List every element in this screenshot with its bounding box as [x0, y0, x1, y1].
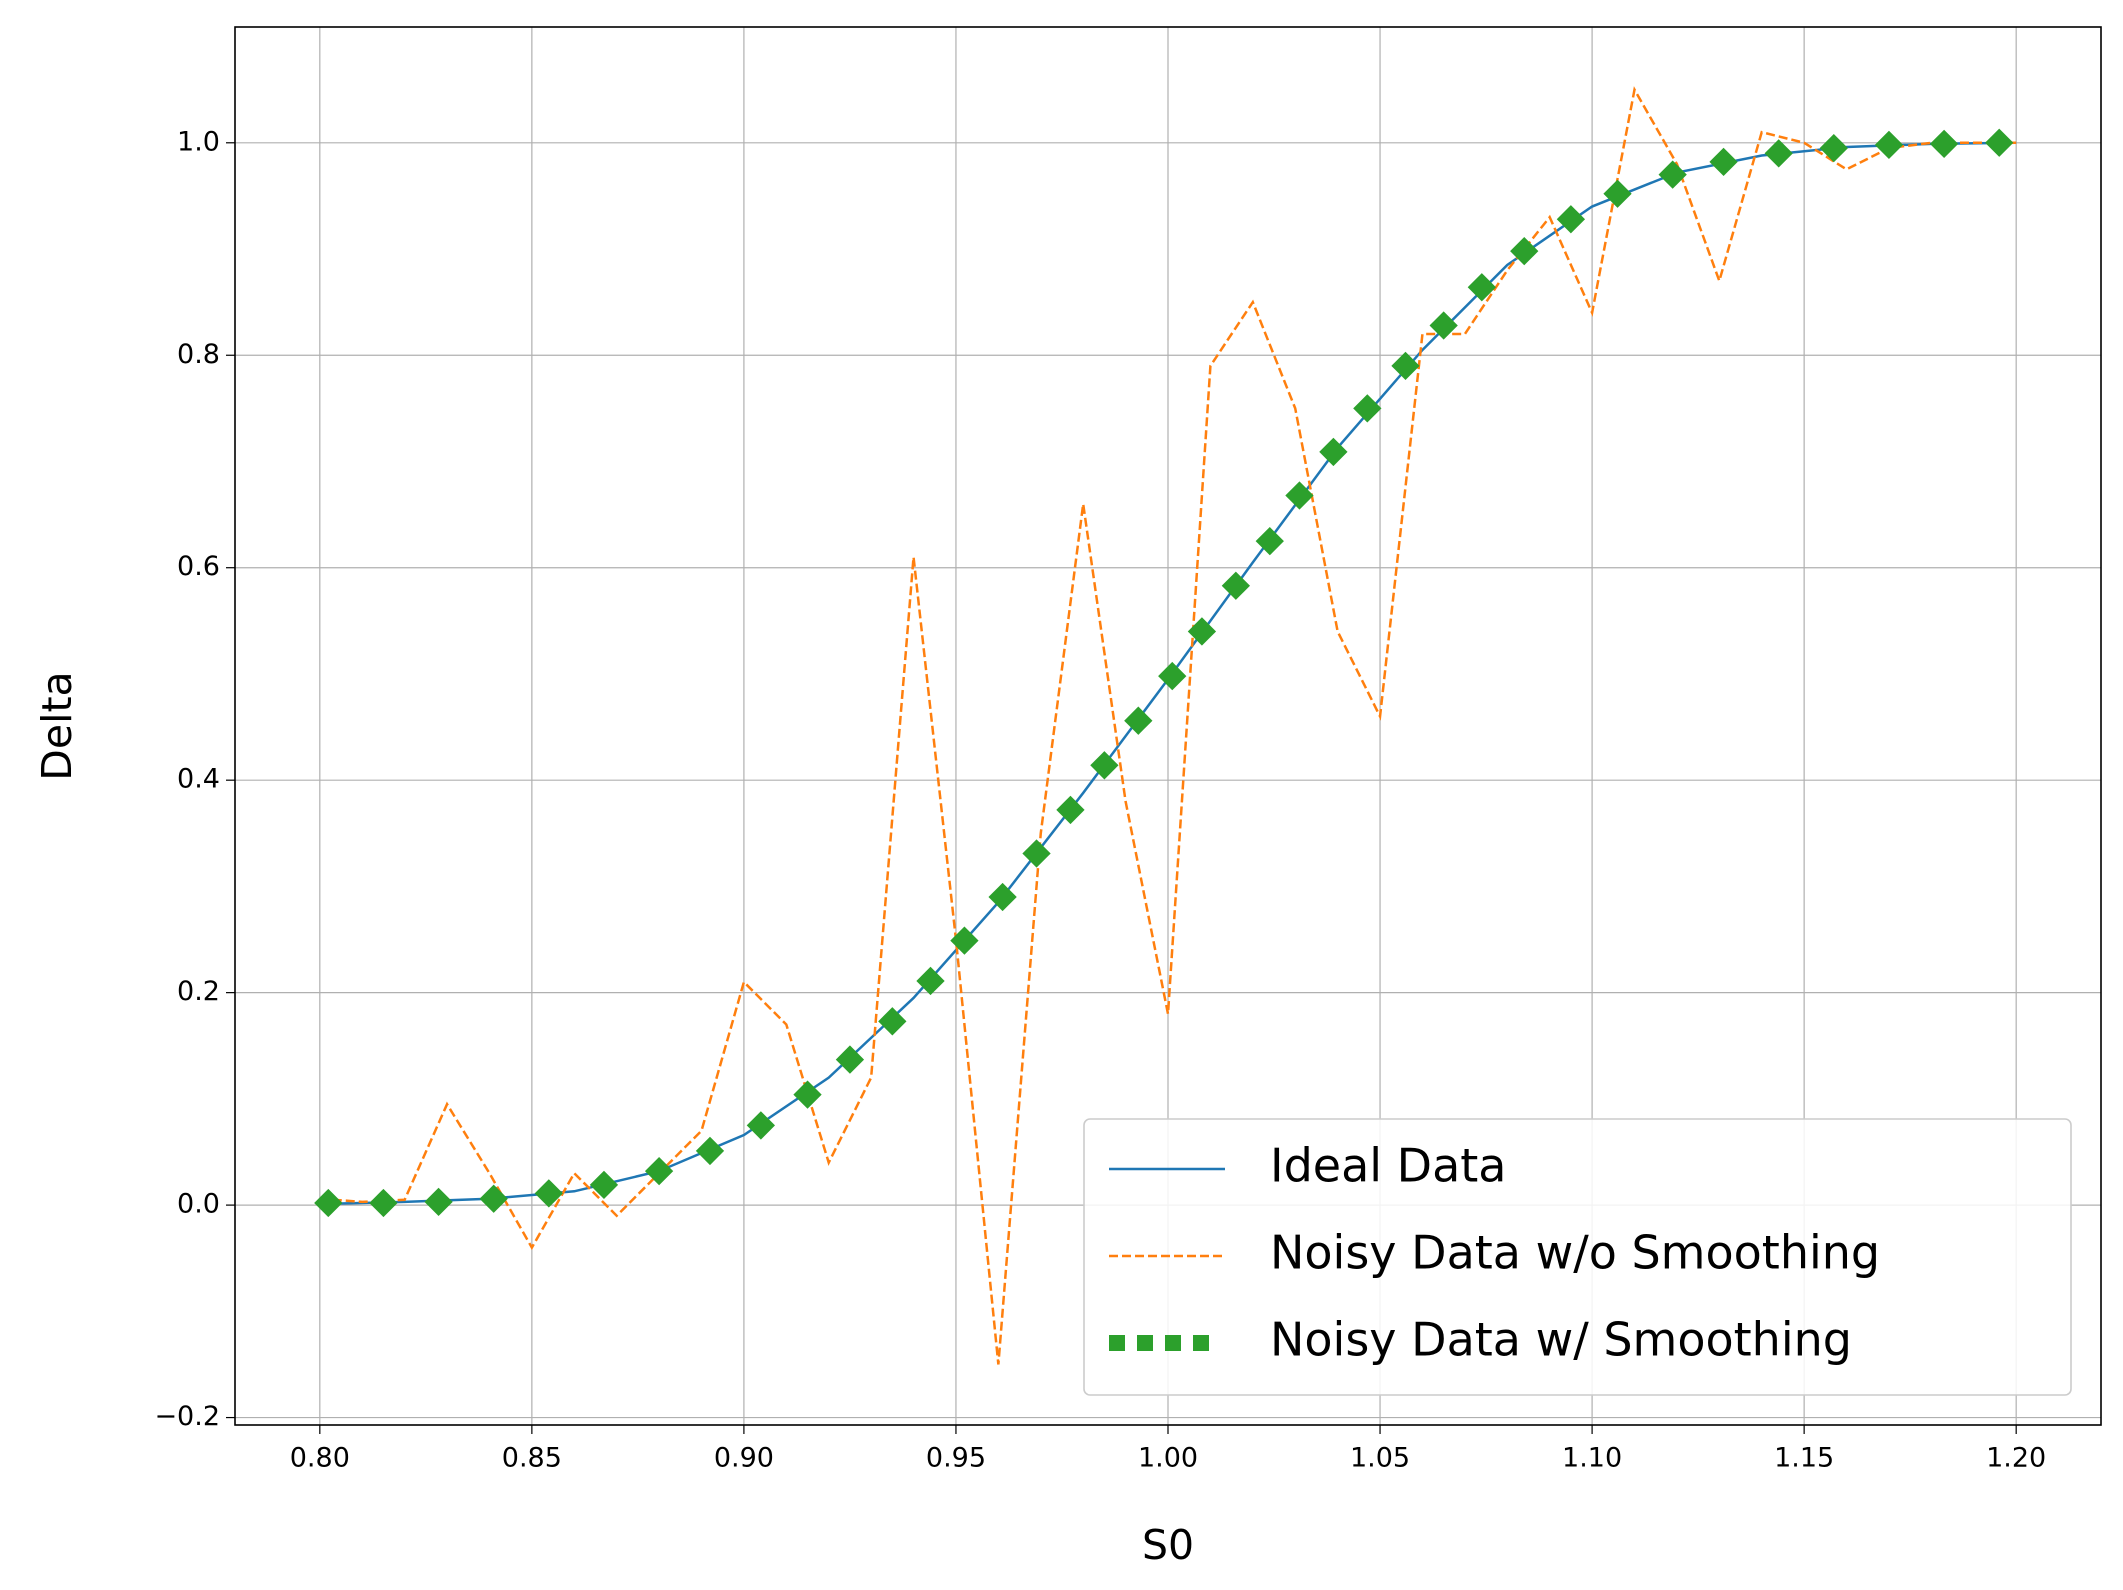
marker [479, 1184, 508, 1213]
legend-label: Noisy Data w/ Smoothing [1270, 1313, 1852, 1367]
marker [835, 1045, 865, 1074]
y-tick-label: 0.8 [177, 339, 220, 370]
legend-swatch [1193, 1335, 1209, 1351]
x-axis-label: S0 [1142, 1521, 1194, 1569]
marker [314, 1188, 343, 1218]
marker [1709, 147, 1738, 177]
marker [1391, 351, 1420, 381]
marker [1158, 661, 1187, 691]
marker [1090, 751, 1119, 780]
y-tick-label: −0.2 [154, 1401, 220, 1432]
marker [1255, 527, 1284, 556]
marker [1353, 394, 1382, 423]
y-tick-label: 0.0 [177, 1189, 220, 1220]
legend-box [1083, 1118, 2072, 1396]
marker [1819, 133, 1848, 163]
marker [793, 1080, 822, 1109]
marker [1658, 160, 1687, 189]
marker [534, 1179, 563, 1208]
y-tick-label: 0.6 [177, 551, 220, 582]
x-tick-label: 1.15 [1774, 1443, 1834, 1474]
x-tick-label: 1.20 [1986, 1443, 2046, 1474]
marker [1764, 139, 1793, 168]
x-tick-label: 1.10 [1562, 1443, 1622, 1474]
plot-frame [234, 26, 2102, 1426]
marker [1429, 311, 1458, 340]
legend-label: Noisy Data w/o Smoothing [1270, 1226, 1880, 1280]
marker [878, 1007, 907, 1036]
x-tick-label: 0.85 [502, 1443, 562, 1474]
marker [988, 882, 1017, 912]
x-tick-label: 0.95 [926, 1443, 986, 1474]
y-tick-label: 0.4 [177, 764, 220, 795]
legend-swatch [1137, 1335, 1153, 1351]
marker [1285, 481, 1314, 510]
marker [1929, 129, 1959, 158]
x-tick-label: 0.80 [290, 1443, 350, 1474]
marker [1467, 273, 1496, 302]
marker [916, 966, 945, 996]
legend-swatch [1165, 1335, 1181, 1351]
y-tick-label: 0.2 [177, 976, 220, 1007]
y-axis-label: Delta [33, 671, 81, 780]
y-tick-label: 1.0 [177, 126, 220, 157]
legend-swatch [1109, 1335, 1125, 1351]
marker [1510, 237, 1539, 266]
x-tick-label: 1.00 [1138, 1443, 1198, 1474]
marker [1319, 437, 1348, 467]
marker [1221, 571, 1250, 600]
marker [1556, 205, 1586, 234]
marker [644, 1156, 674, 1186]
marker [1874, 130, 1904, 160]
marker [369, 1188, 398, 1218]
marker [1985, 128, 2014, 157]
marker [695, 1136, 725, 1166]
series-line [319, 86, 2017, 1365]
x-tick-label: 1.05 [1350, 1443, 1410, 1474]
marker [1187, 617, 1217, 646]
plot-area [314, 86, 2017, 1365]
marker [589, 1170, 619, 1200]
marker [1056, 795, 1085, 825]
marker [746, 1111, 776, 1140]
legend-label: Ideal Data [1270, 1139, 1507, 1193]
marker [424, 1187, 453, 1217]
x-tick-label: 0.90 [714, 1443, 774, 1474]
marker [1022, 839, 1051, 868]
marker [1603, 179, 1632, 208]
marker [950, 926, 979, 955]
marker [1124, 706, 1153, 735]
